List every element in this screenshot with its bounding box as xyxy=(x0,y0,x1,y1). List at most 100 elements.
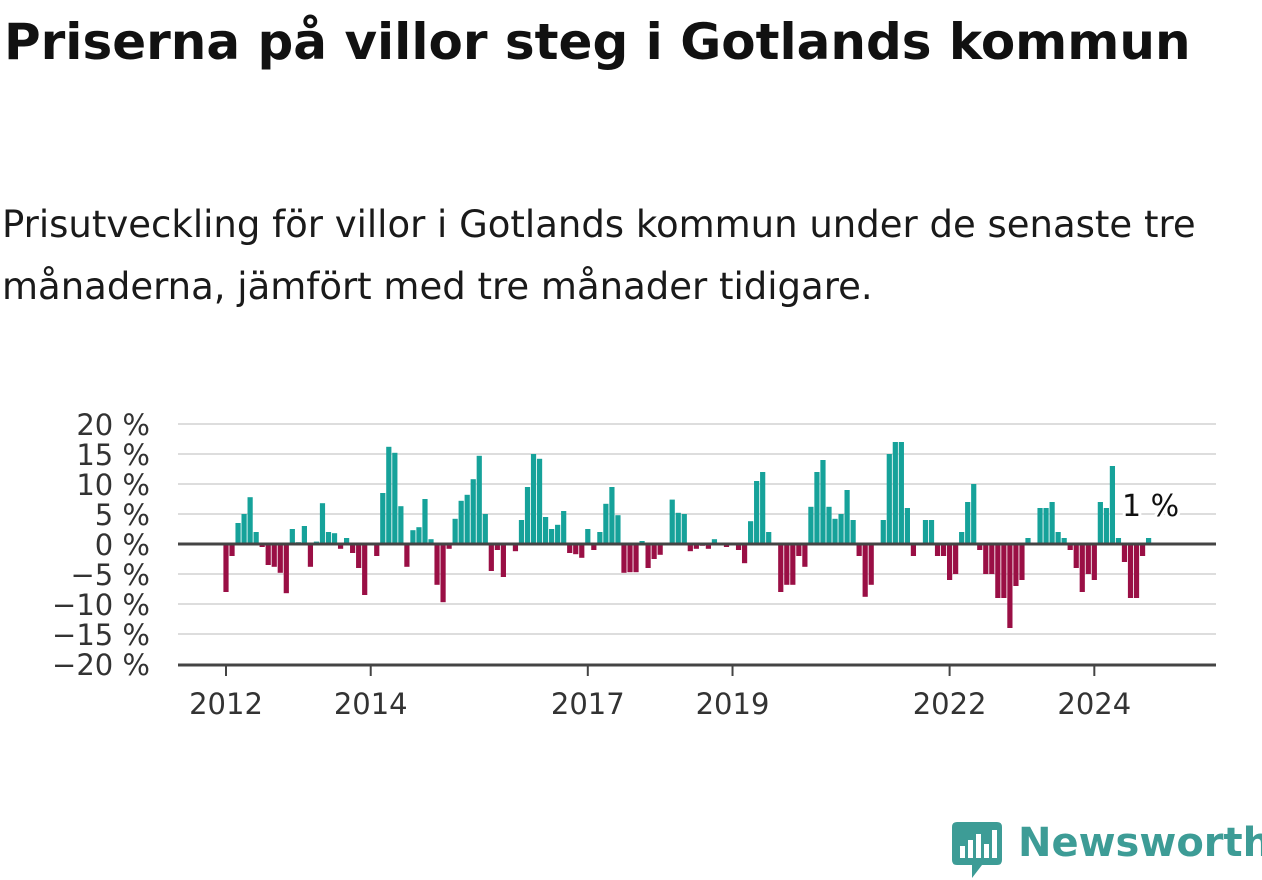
bar-negative xyxy=(741,544,748,564)
bar-positive xyxy=(555,524,561,544)
bar-negative xyxy=(356,544,362,568)
y-tick-label: 20 % xyxy=(76,408,150,442)
bar-positive xyxy=(880,520,886,544)
bar-positive xyxy=(524,487,531,544)
chart-title: Priserna på villor steg i Gotlands kommu… xyxy=(4,13,1191,71)
x-tick-label: 2019 xyxy=(696,687,770,721)
bar-positive xyxy=(392,452,398,544)
annotation: 1 % xyxy=(1119,486,1182,527)
bar-negative xyxy=(651,544,657,559)
bar-negative xyxy=(591,544,597,550)
bar-negative xyxy=(802,544,808,567)
bar-positive xyxy=(542,517,549,544)
bar-positive xyxy=(241,514,247,544)
bar-positive xyxy=(603,503,609,544)
bar-positive xyxy=(754,481,760,544)
y-axis-tick-labels: 20 %15 %10 %5 %0 %−5 %−10 %−15 %−20 % xyxy=(52,408,150,682)
bar-positive xyxy=(518,520,525,544)
bar-negative xyxy=(953,544,959,574)
bar-negative xyxy=(579,544,585,558)
newsworthy-brand: Newsworthy xyxy=(952,818,1262,878)
bar-negative xyxy=(229,544,235,556)
bar-positive xyxy=(1037,508,1043,544)
bar-positive xyxy=(1055,532,1061,544)
bar-negative xyxy=(693,544,699,549)
bar-negative xyxy=(223,544,229,592)
bar-negative xyxy=(947,544,953,580)
bar-positive xyxy=(832,518,838,544)
newsworthy-logo-icon xyxy=(952,822,1002,878)
bar-positive xyxy=(760,472,766,544)
bar-negative xyxy=(1007,544,1013,628)
bar-negative xyxy=(512,544,519,552)
bar-positive xyxy=(844,490,850,544)
y-tick-label: −10 % xyxy=(52,588,150,622)
bar-negative xyxy=(790,544,796,585)
bar-positive xyxy=(235,523,241,544)
bar-positive xyxy=(1097,502,1103,544)
bar-negative xyxy=(862,544,868,597)
bar-negative xyxy=(374,544,380,556)
y-tick-label: 10 % xyxy=(76,468,150,502)
bar-positive xyxy=(922,520,929,544)
bar-positive xyxy=(669,499,675,544)
y-tick-label: −5 % xyxy=(70,558,150,592)
last-value-annotation: 1 % xyxy=(1122,489,1179,524)
bar-negative xyxy=(1085,544,1091,574)
bar-positive xyxy=(675,512,681,544)
bar-negative xyxy=(1013,544,1019,586)
bar-positive xyxy=(820,460,826,544)
bar-negative xyxy=(271,544,277,567)
bar-negative xyxy=(404,544,410,567)
bar-positive xyxy=(965,502,971,544)
bar-negative xyxy=(1019,544,1025,580)
bar-negative xyxy=(856,544,862,556)
bar-positive xyxy=(452,518,458,544)
bar-positive xyxy=(253,532,259,544)
bar-positive xyxy=(289,529,295,544)
bars xyxy=(223,442,1152,628)
bar-negative xyxy=(494,544,500,550)
bar-negative xyxy=(983,544,989,574)
bar-positive xyxy=(301,526,307,544)
bar-negative xyxy=(868,544,874,585)
bar-negative xyxy=(1079,544,1085,592)
bar-positive xyxy=(904,508,910,544)
bar-positive xyxy=(585,529,591,544)
bar-positive xyxy=(898,442,904,544)
bar-negative xyxy=(283,544,289,594)
bar-positive xyxy=(1043,508,1049,544)
bar-positive xyxy=(609,487,615,544)
bar-positive xyxy=(838,514,844,544)
bar-positive xyxy=(416,527,422,544)
bar-negative xyxy=(796,544,802,556)
bar-positive xyxy=(247,497,253,544)
bar-negative xyxy=(1127,544,1134,598)
grid-lines xyxy=(178,423,1216,635)
bar-negative xyxy=(627,544,633,573)
bar-positive xyxy=(1025,538,1031,544)
bar-positive xyxy=(398,506,404,544)
bar-positive xyxy=(422,499,428,544)
bar-negative xyxy=(1001,544,1007,598)
bar-negative xyxy=(1073,544,1079,568)
x-tick-label: 2024 xyxy=(1057,687,1131,721)
bar-negative xyxy=(989,544,995,574)
bar-negative xyxy=(446,544,452,549)
bar-negative xyxy=(934,544,941,556)
x-tick-label: 2012 xyxy=(189,687,263,721)
bar-negative xyxy=(657,544,663,555)
bar-positive xyxy=(892,442,898,544)
bar-positive xyxy=(615,515,621,544)
bar-positive xyxy=(476,455,482,544)
bar-negative xyxy=(567,544,573,553)
bar-negative xyxy=(1121,544,1128,562)
bar-negative xyxy=(940,544,947,556)
y-tick-label: −20 % xyxy=(52,648,150,682)
x-tick-label: 2022 xyxy=(913,687,987,721)
bar-negative xyxy=(573,544,579,555)
bar-negative xyxy=(440,544,446,603)
y-tick-label: 15 % xyxy=(76,438,150,472)
bar-negative xyxy=(1139,544,1146,556)
bar-chart: 20 %15 %10 %5 %0 %−5 %−10 %−15 %−20 % 20… xyxy=(52,408,1216,721)
